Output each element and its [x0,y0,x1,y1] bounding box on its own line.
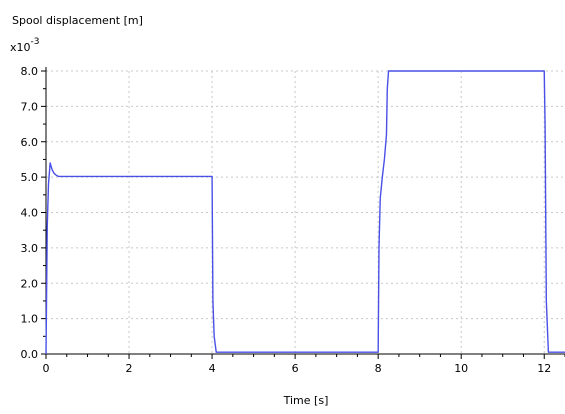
y-tick-label: 8.0 [21,65,39,78]
grid-lines [46,70,565,354]
x-tick-label: 8 [375,362,382,375]
x-tick-label: 12 [537,362,551,375]
series-layer [45,70,565,355]
y-tick-label: 0.0 [21,348,39,361]
y-tick-label: 5.0 [21,171,39,184]
y-tick-label: 7.0 [21,100,39,113]
y-multiplier-exponent: -3 [31,37,40,47]
y-tick-label: 6.0 [21,136,39,149]
y-multiplier: x10-3 [10,37,40,54]
x-tick-label: 0 [43,362,50,375]
y-tick-label: 1.0 [21,313,39,326]
x-tick-label: 6 [292,362,299,375]
x-axis-label: Time [s] [283,394,329,407]
y-tick-label: 4.0 [21,207,39,220]
x-tick-label: 10 [454,362,468,375]
y-tick-label: 2.0 [21,277,39,290]
chart-title: Spool displacement [m] [12,14,143,27]
y-tick-label: 3.0 [21,242,39,255]
plot-axes [45,67,565,355]
x-tick-label: 2 [126,362,133,375]
x-tick-label: 4 [209,362,216,375]
tick-labels: 0 2 4 6 8 10 12 0.0 1.0 2.0 3.0 4.0 5.0 6.0 7.0 8.0 [21,65,552,375]
tick-marks [41,70,565,359]
y-multiplier-base: x10 [10,41,31,54]
series-line [45,70,565,355]
